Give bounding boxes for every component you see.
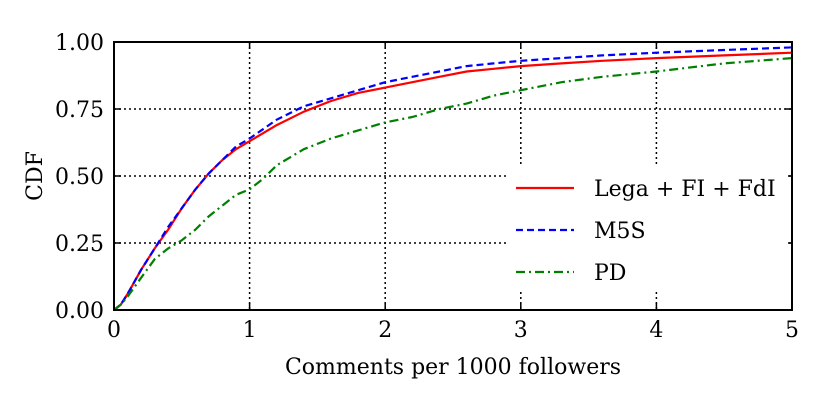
legend-label-lega-fi-fdi: Lega + FI + FdI [594,177,776,202]
series-line-m5s [113,46,793,311]
legend-label-pd: PD [594,261,626,286]
legend-background [506,164,788,290]
y-tick-label: 0.25 [55,232,104,257]
axis-tick-labels: 0 1 2 3 4 5 0.00 0.25 0.50 0.75 1.00 [55,31,799,343]
legend-label-m5s: M5S [594,219,646,244]
y-tick-label: 0.50 [55,165,104,190]
x-tick-label: 2 [378,318,392,343]
y-axis-label: CDF [23,151,48,201]
x-tick-label: 1 [243,318,257,343]
x-tick-label: 4 [649,318,663,343]
y-tick-label: 1.00 [55,31,104,56]
y-tick-label: 0.00 [55,299,104,324]
y-tick-label: 0.75 [55,98,104,123]
legend: Lega + FI + FdI M5S PD [506,164,788,290]
x-tick-label: 5 [785,318,799,343]
x-tick-label: 3 [514,318,528,343]
series-line-pd [113,57,793,311]
series-lines [113,46,793,311]
x-axis-label: Comments per 1000 followers [285,355,621,380]
x-tick-label: 0 [107,318,121,343]
axis-ticks [113,41,793,311]
